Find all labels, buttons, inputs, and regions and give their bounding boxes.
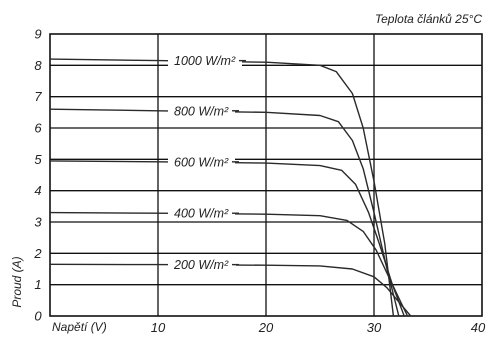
series-labels: 1000 W/m² 800 W/m² 600 W/m² 400 W/m² 200 W/m… <box>168 51 246 272</box>
series-label: 1000 W/m² <box>174 54 236 68</box>
y-tick-label: 6 <box>34 121 42 136</box>
series-label: 400 W/m² <box>174 207 229 221</box>
x-tick-label: 40 <box>471 320 486 335</box>
y-tick-label: 9 <box>34 27 41 42</box>
y-tick-label: 7 <box>34 89 42 104</box>
tick-labels: 0 1 2 3 4 5 6 7 8 9 10 20 30 40 <box>33 27 486 336</box>
series-label-bg <box>168 255 236 272</box>
y-tick-label: 4 <box>34 183 41 198</box>
series-label: 600 W/m² <box>174 155 229 169</box>
x-axis-label: Napětí (V) <box>52 320 107 334</box>
y-tick-label: 1 <box>34 277 41 292</box>
curves <box>49 58 412 317</box>
curve-series <box>49 58 395 317</box>
curve-series <box>49 160 405 317</box>
x-tick-label: 20 <box>258 320 274 335</box>
grid <box>49 33 483 317</box>
y-axis-label: Proud (A) <box>10 256 24 307</box>
series-label: 200 W/m² <box>173 258 229 272</box>
series-label-bg <box>168 51 242 68</box>
x-tick-label: 30 <box>367 320 382 335</box>
series-label-bg <box>168 101 235 118</box>
annotation-temperature: Teplota článků 25°C <box>375 12 482 26</box>
y-tick-label: 3 <box>34 215 42 230</box>
series-label: 800 W/m² <box>174 104 229 118</box>
y-tick-label: 0 <box>34 309 42 324</box>
y-tick-label: 5 <box>34 152 42 167</box>
series-label-bg <box>168 204 235 221</box>
curve-series <box>49 263 412 317</box>
series-label-bg <box>168 152 235 169</box>
y-tick-label: 8 <box>34 58 42 73</box>
x-tick-label: 10 <box>151 320 166 335</box>
y-tick-label: 2 <box>33 246 42 261</box>
